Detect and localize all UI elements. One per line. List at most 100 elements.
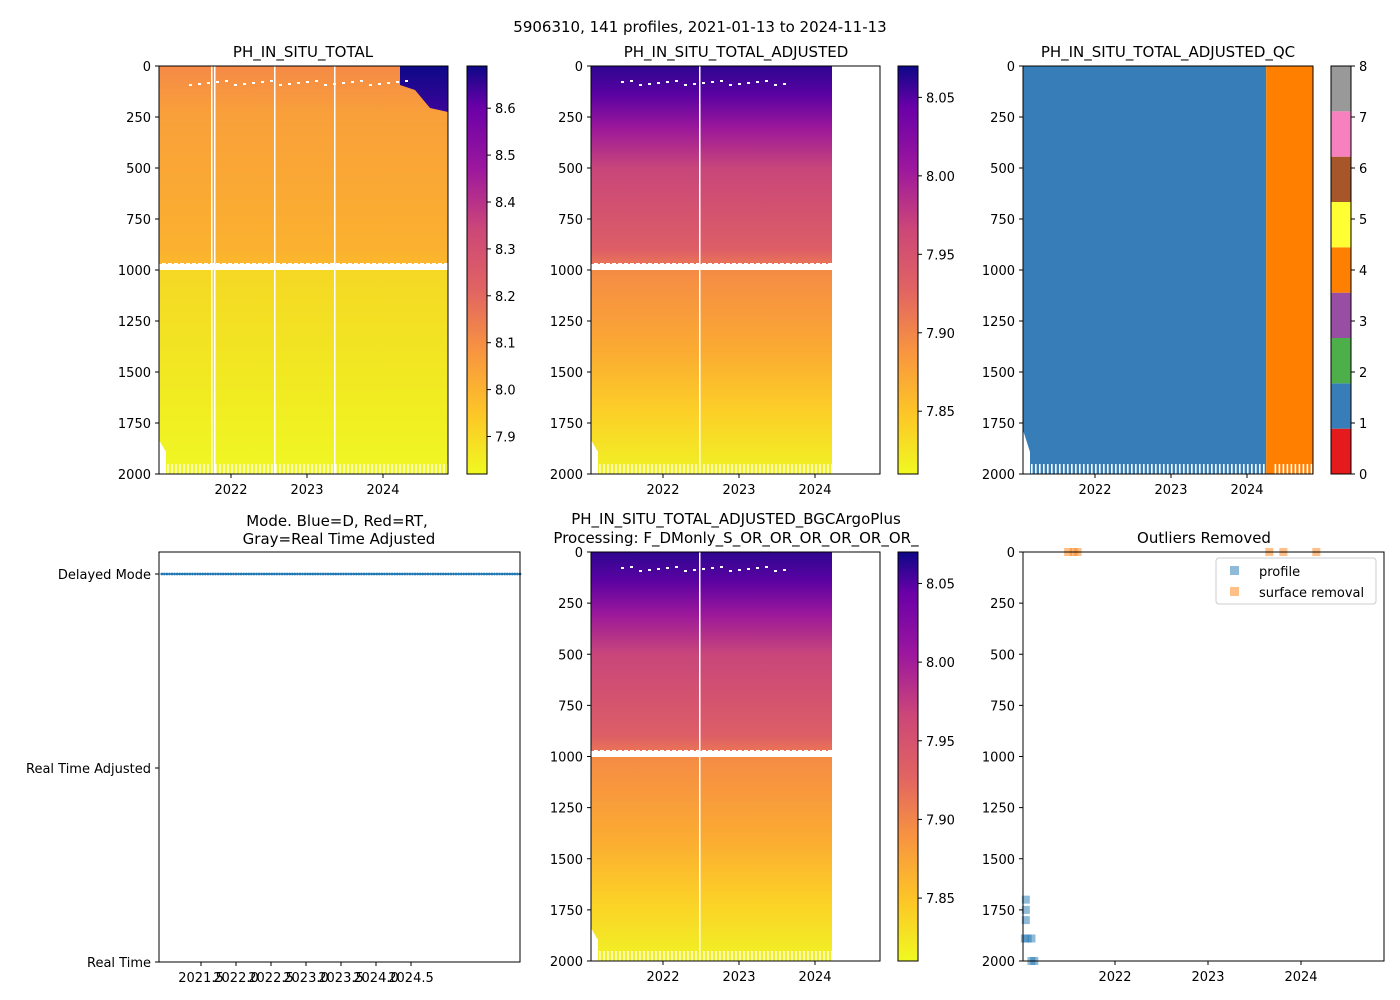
missing-data-speck <box>747 82 750 84</box>
missing-data-gap <box>780 750 784 754</box>
mode-point <box>308 572 312 576</box>
missing-data-gap <box>732 750 736 754</box>
missing-data-gap <box>731 951 733 961</box>
y-tick-label: 750 <box>558 213 583 228</box>
x-tick-label: 2023.5 <box>318 971 364 986</box>
colorbar-ticks: 7.85 7.90 7.95 8.00 8.05 <box>918 577 955 907</box>
missing-data-gap <box>623 464 625 474</box>
mode-point <box>508 572 512 576</box>
missing-data-gap <box>619 464 621 474</box>
mode-point <box>255 572 258 576</box>
missing-data-gap <box>711 464 713 474</box>
x-axis: 2022 2023 2024 <box>214 474 400 498</box>
colorbar <box>466 65 488 475</box>
missing-data-gap <box>408 263 412 267</box>
missing-data-gap <box>727 951 729 961</box>
missing-data-speck <box>405 80 408 82</box>
missing-data-gap <box>822 750 826 754</box>
x-axis: 2021.52022.02022.52023.02023.52024.02024… <box>178 962 434 986</box>
missing-data-gap <box>763 464 765 474</box>
mode-point <box>331 572 335 576</box>
qc-colorbar-segment-0 <box>1331 428 1351 474</box>
y-tick-label: 250 <box>990 111 1015 126</box>
mode-point <box>480 572 484 576</box>
y-tick-label: 0 <box>575 60 583 75</box>
missing-data-gap <box>438 263 442 267</box>
missing-data-gap <box>1163 464 1165 474</box>
missing-data-speck <box>702 82 705 84</box>
missing-data-gap <box>775 464 777 474</box>
missing-data-gap <box>271 464 273 474</box>
mode-point <box>272 572 276 576</box>
missing-data-speck <box>297 82 300 84</box>
missing-data-gap <box>744 263 748 267</box>
mode-point <box>359 572 363 576</box>
mode-point <box>201 572 205 576</box>
missing-data-gap <box>679 951 681 961</box>
mode-point <box>249 572 253 576</box>
missing-data-gap <box>359 464 361 474</box>
missing-data-speck <box>675 566 678 568</box>
mode-point <box>393 572 397 576</box>
missing-data-gap <box>203 464 205 474</box>
heatmap-image <box>591 552 833 961</box>
colorbar-ticks: 7.9 8.0 8.1 8.2 8.3 8.4 8.5 8.6 <box>487 102 516 445</box>
panel-ph-adjusted-qc: PH_IN_SITU_TOTAL_ADJUSTED_QC 2022 2023 202… <box>982 43 1367 498</box>
missing-data-gap <box>767 951 769 961</box>
outlier-point-profile <box>1021 905 1030 914</box>
missing-data-gap <box>403 464 405 474</box>
missing-data-gap <box>775 951 777 961</box>
missing-data-gap <box>191 464 193 474</box>
missing-data-gap <box>791 951 793 961</box>
missing-data-gap <box>240 263 244 267</box>
missing-data-gap <box>1127 464 1129 474</box>
mode-point <box>377 572 381 576</box>
missing-data-gap <box>627 464 629 474</box>
mode-point <box>423 572 427 576</box>
missing-data-gap <box>1187 464 1189 474</box>
qc-colorbar-segment-7 <box>1331 111 1351 157</box>
missing-data-gap <box>288 263 292 267</box>
panel-title-line2: Processing: F_DMonly_S_OR_OR_OR_OR_OR_OR… <box>553 529 919 548</box>
y-axis: 0 250 500 750 1000 1250 1500 1750 2000 <box>118 60 159 483</box>
missing-data-gap <box>819 464 821 474</box>
mode-point <box>209 572 212 576</box>
legend-marker-profile <box>1230 566 1239 575</box>
missing-data-gap <box>1087 464 1089 474</box>
missing-data-speck <box>378 83 381 85</box>
missing-data-gap <box>243 464 245 474</box>
missing-data-gap <box>342 263 346 267</box>
missing-data-speck <box>639 570 642 572</box>
mode-point <box>454 572 458 576</box>
missing-data-speck <box>234 84 237 86</box>
heatmap-image <box>159 66 449 474</box>
missing-data-gap <box>623 951 625 961</box>
missing-data-gap <box>1191 464 1193 474</box>
missing-data-gap <box>642 263 646 267</box>
missing-data-speck <box>207 82 210 84</box>
outlier-points <box>1020 548 1321 965</box>
panel-title-line1: Mode. Blue=D, Red=RT, <box>246 512 428 530</box>
missing-data-gap <box>1235 464 1237 474</box>
missing-data-speck <box>648 569 651 571</box>
missing-data-gap <box>1255 464 1257 474</box>
mode-point <box>510 572 514 576</box>
missing-data-speck <box>657 82 660 84</box>
missing-data-gap <box>774 750 778 754</box>
missing-data-gap <box>667 951 669 961</box>
missing-data-gap <box>1035 464 1037 474</box>
missing-data-gap <box>306 263 310 267</box>
mode-point <box>303 572 307 576</box>
mode-point <box>362 572 366 576</box>
missing-data-gap <box>651 464 653 474</box>
mode-point <box>367 572 371 576</box>
colorbar-tick-label: 6 <box>1359 162 1367 177</box>
missing-data-gap <box>807 951 809 961</box>
missing-data-gap <box>702 263 706 267</box>
missing-data-gap <box>1179 464 1181 474</box>
missing-data-gap <box>707 464 709 474</box>
missing-data-gap <box>599 464 601 474</box>
mode-point <box>354 572 358 576</box>
missing-data-gap <box>739 951 741 961</box>
missing-data-gap <box>828 750 832 754</box>
